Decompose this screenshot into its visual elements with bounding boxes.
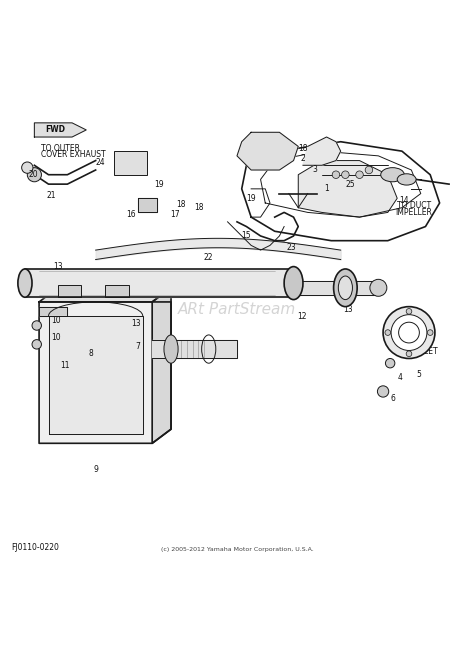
Text: 13: 13 — [343, 305, 353, 314]
Circle shape — [406, 351, 412, 357]
Text: 7: 7 — [136, 342, 140, 351]
Polygon shape — [152, 340, 237, 359]
Text: 19: 19 — [246, 194, 256, 202]
Text: 23: 23 — [286, 243, 296, 252]
Text: IMPELLER: IMPELLER — [395, 208, 432, 217]
Circle shape — [27, 168, 41, 182]
Polygon shape — [303, 137, 341, 165]
Polygon shape — [237, 132, 298, 170]
Text: 1: 1 — [324, 184, 329, 193]
Text: FJ0110-0220: FJ0110-0220 — [11, 543, 59, 551]
Circle shape — [32, 321, 41, 330]
Ellipse shape — [338, 276, 353, 299]
Text: (c) 2005-2012 Yamaha Motor Corporation, U.S.A.: (c) 2005-2012 Yamaha Motor Corporation, … — [161, 547, 313, 551]
Circle shape — [342, 171, 349, 178]
Polygon shape — [138, 199, 157, 212]
Bar — [115, 151, 147, 174]
Circle shape — [22, 162, 33, 173]
Text: 18: 18 — [298, 145, 308, 153]
Text: 3: 3 — [312, 165, 317, 174]
Bar — [58, 285, 82, 298]
Text: 22: 22 — [204, 253, 213, 262]
Polygon shape — [48, 316, 143, 434]
Circle shape — [365, 166, 373, 174]
Ellipse shape — [18, 269, 32, 298]
Circle shape — [356, 171, 363, 178]
Text: 14: 14 — [400, 196, 409, 205]
Text: 8: 8 — [89, 350, 93, 358]
Polygon shape — [293, 281, 378, 295]
Ellipse shape — [334, 269, 357, 307]
Text: 10: 10 — [51, 316, 60, 326]
Circle shape — [377, 386, 389, 397]
Polygon shape — [25, 269, 293, 298]
Text: 10: 10 — [51, 333, 60, 342]
Polygon shape — [35, 123, 86, 137]
Text: TO: TO — [418, 340, 428, 349]
Text: TO DUCT: TO DUCT — [397, 201, 431, 210]
Text: TO OUTER: TO OUTER — [41, 145, 81, 153]
Text: COVER EXHAUST: COVER EXHAUST — [41, 150, 106, 159]
Text: 17: 17 — [170, 210, 180, 219]
Polygon shape — [39, 307, 67, 316]
Polygon shape — [39, 302, 171, 443]
Bar — [105, 285, 128, 298]
Circle shape — [383, 307, 435, 359]
Circle shape — [332, 171, 340, 178]
Circle shape — [370, 279, 387, 296]
Text: 13: 13 — [53, 262, 63, 271]
Polygon shape — [298, 161, 397, 217]
Text: OUTLET: OUTLET — [408, 347, 438, 356]
Circle shape — [385, 330, 391, 335]
Circle shape — [385, 359, 395, 368]
Text: 18: 18 — [176, 200, 185, 209]
Text: 21: 21 — [46, 191, 55, 201]
Ellipse shape — [284, 267, 303, 299]
Text: ARt PartStream: ARt PartStream — [178, 301, 296, 316]
Text: 6: 6 — [390, 394, 395, 403]
Text: 12: 12 — [297, 312, 306, 320]
Polygon shape — [39, 288, 171, 302]
Text: 9: 9 — [93, 465, 98, 474]
Text: 24: 24 — [96, 158, 105, 167]
Text: 19: 19 — [155, 180, 164, 189]
Text: 4: 4 — [397, 373, 402, 382]
Ellipse shape — [397, 174, 416, 185]
Circle shape — [428, 330, 433, 335]
Circle shape — [32, 340, 41, 349]
Text: 16: 16 — [126, 210, 136, 219]
Text: 20: 20 — [28, 170, 38, 179]
Text: 25: 25 — [345, 180, 355, 189]
Circle shape — [406, 309, 412, 314]
Text: 5: 5 — [416, 370, 421, 380]
Circle shape — [391, 314, 427, 350]
Text: 18: 18 — [194, 203, 204, 212]
Ellipse shape — [381, 168, 404, 182]
Polygon shape — [152, 288, 171, 443]
Text: 2: 2 — [301, 154, 305, 163]
Text: FWD: FWD — [46, 126, 65, 135]
Ellipse shape — [164, 335, 178, 363]
Text: 13: 13 — [131, 318, 140, 327]
Text: 11: 11 — [60, 361, 70, 370]
Text: 15: 15 — [242, 232, 251, 240]
